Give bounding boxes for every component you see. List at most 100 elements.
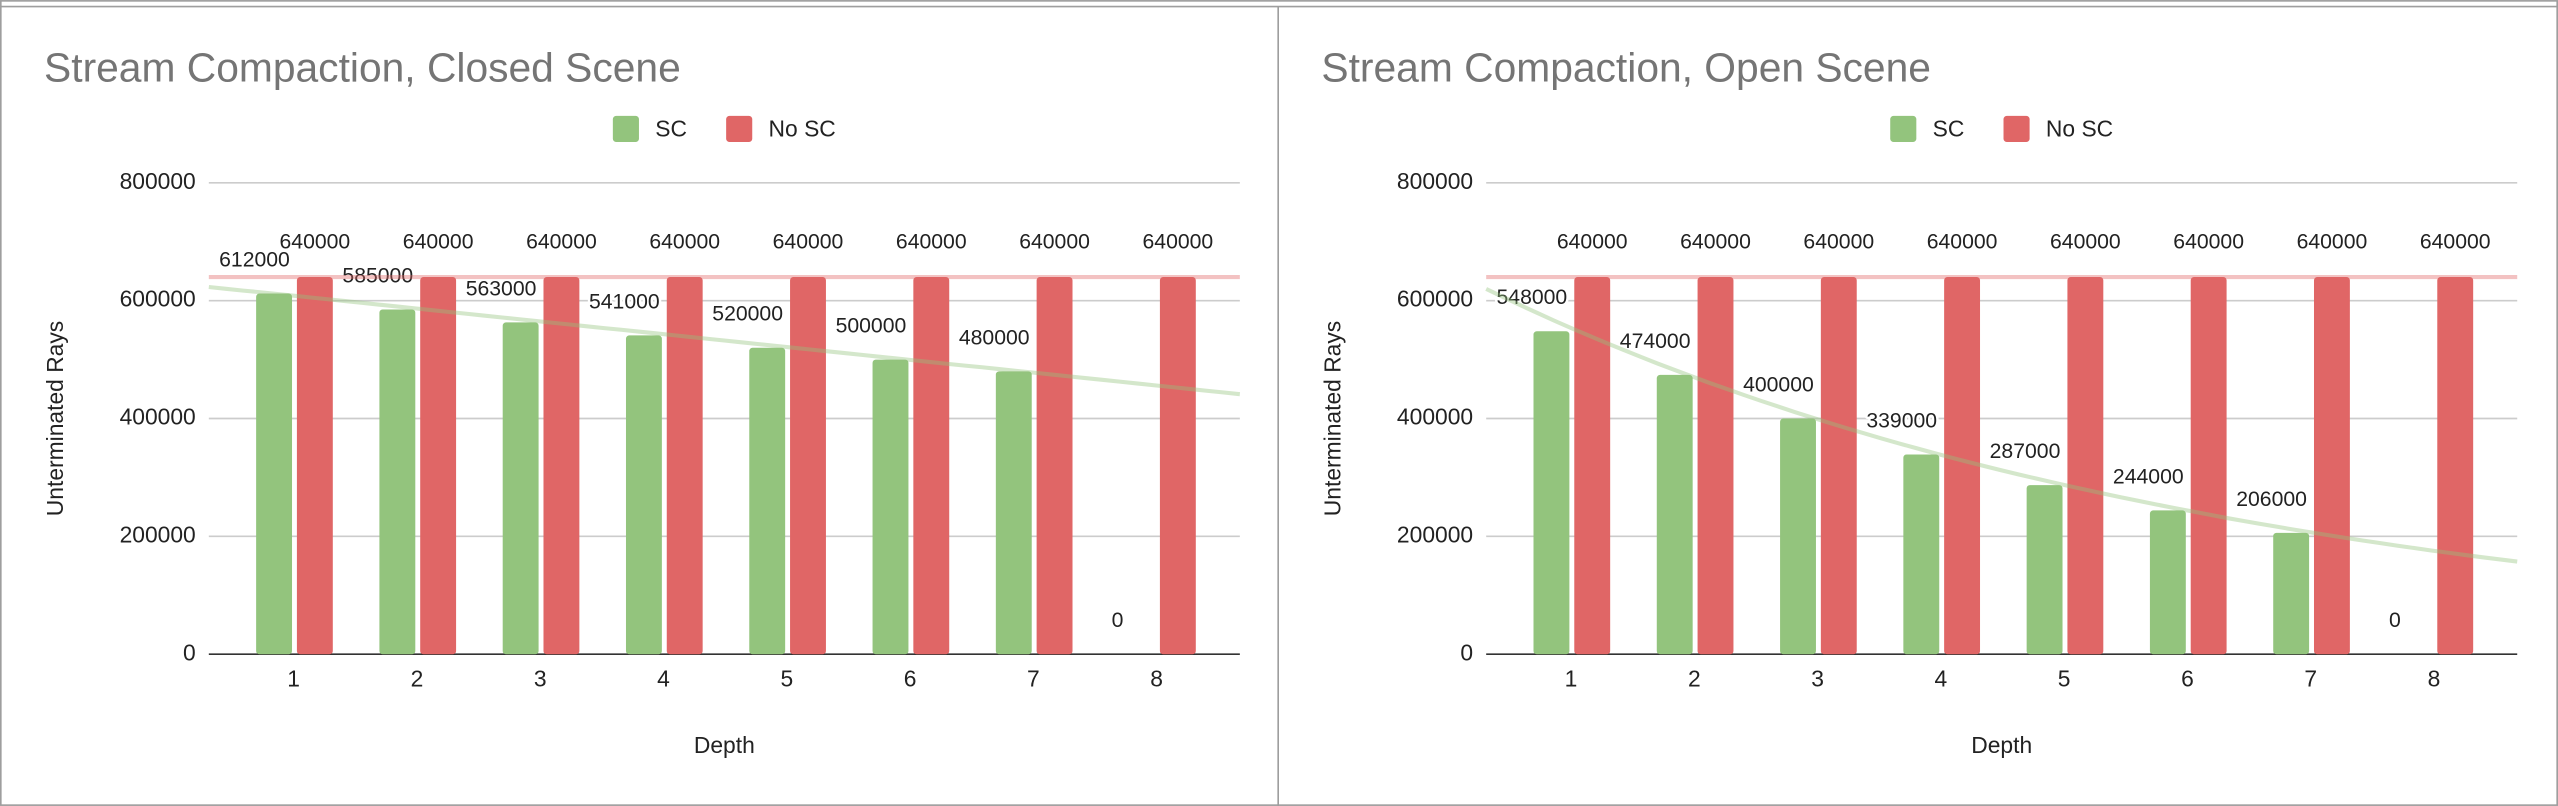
x-tick-label: 4 xyxy=(1935,665,1948,691)
x-tick-label: 3 xyxy=(534,665,547,691)
x-tick-label: 4 xyxy=(657,665,670,691)
legend-swatch xyxy=(726,115,753,142)
bar xyxy=(2190,277,2227,655)
bar xyxy=(256,293,293,655)
bar xyxy=(666,277,703,655)
value-label: 480000 xyxy=(959,326,1030,349)
value-label: 640000 xyxy=(2050,230,2121,253)
bar xyxy=(1533,331,1570,655)
bar xyxy=(913,277,950,655)
y-tick-label: 0 xyxy=(1460,639,1473,665)
bar xyxy=(1944,277,1981,655)
chart: Stream Compaction, Closed Scene Untermina… xyxy=(42,45,1241,758)
legend-swatch xyxy=(612,115,639,142)
y-tick-label: 400000 xyxy=(120,404,196,430)
x-tick-label: 1 xyxy=(1565,665,1578,691)
y-tick-label: 800000 xyxy=(1397,168,1473,194)
value-label: 640000 xyxy=(526,230,597,253)
legend-swatch xyxy=(2003,115,2030,142)
value-label: 640000 xyxy=(1927,230,1998,253)
x-tick-label: 6 xyxy=(2181,665,2194,691)
x-axis-label: Depth xyxy=(1971,732,2032,758)
value-label: 640000 xyxy=(1019,230,1090,253)
trendline xyxy=(1485,287,2518,564)
value-label: 585000 xyxy=(342,264,413,287)
bar xyxy=(1780,418,1816,655)
bar xyxy=(1574,277,1611,655)
legend: SC No SC xyxy=(1890,116,2113,142)
legend-label: SC xyxy=(655,116,687,142)
x-tick-label: 7 xyxy=(2304,665,2317,691)
legend-label: SC xyxy=(1933,116,1965,142)
chart: Stream Compaction, Open Scene Unterminate… xyxy=(1319,45,2518,758)
bar xyxy=(543,277,580,655)
value-label: 541000 xyxy=(589,290,660,313)
value-label: 548000 xyxy=(1497,286,1568,309)
bar xyxy=(1820,277,1857,655)
value-label: 0 xyxy=(2389,609,2401,632)
value-label: 640000 xyxy=(1557,230,1628,253)
y-tick-label: 200000 xyxy=(120,521,196,547)
bar xyxy=(625,335,662,655)
y-tick-label: 600000 xyxy=(120,286,196,312)
bar xyxy=(420,277,457,655)
value-label: 0 xyxy=(1112,609,1124,632)
value-label: 563000 xyxy=(466,277,537,300)
y-tick-label: 800000 xyxy=(120,168,196,194)
value-label: 640000 xyxy=(1680,230,1751,253)
x-tick-label: 3 xyxy=(1811,665,1824,691)
bar xyxy=(1697,277,1734,655)
bar xyxy=(1656,374,1693,655)
legend-swatch xyxy=(1890,115,1917,142)
x-tick-label: 5 xyxy=(2058,665,2071,691)
chart-title: Stream Compaction, Closed Scene xyxy=(44,45,681,91)
y-tick-label: 0 xyxy=(183,639,196,665)
value-label: 640000 xyxy=(896,230,967,253)
bar xyxy=(995,371,1032,655)
y-tick-label: 200000 xyxy=(1397,521,1473,547)
x-axis-label: Depth xyxy=(694,732,755,758)
bar xyxy=(2026,485,2063,655)
y-axis-label: Unterminated Rays xyxy=(1319,321,1345,516)
value-label: 474000 xyxy=(1620,330,1691,353)
x-tick-label: 1 xyxy=(287,665,300,691)
x-tick-label: 5 xyxy=(780,665,793,691)
value-label: 640000 xyxy=(2420,230,2491,253)
x-tick-label: 8 xyxy=(1150,665,1163,691)
value-label: 640000 xyxy=(773,230,844,253)
bar xyxy=(872,359,909,655)
bar xyxy=(379,309,416,655)
value-label: 339000 xyxy=(1866,409,1937,432)
bar xyxy=(2273,532,2310,655)
bar xyxy=(790,277,826,655)
bar xyxy=(749,347,786,655)
bar xyxy=(1159,277,1196,655)
value-label: 640000 xyxy=(2297,230,2368,253)
bar xyxy=(296,277,333,655)
bar xyxy=(1903,454,1940,655)
bar xyxy=(1036,277,1073,655)
y-axis-label: Unterminated Rays xyxy=(42,321,68,516)
x-tick-label: 2 xyxy=(1688,665,1701,691)
legend: SC No SC xyxy=(612,115,836,142)
bar xyxy=(502,322,539,655)
value-label: 640000 xyxy=(649,230,720,253)
value-label: 640000 xyxy=(1803,230,1874,253)
value-label: 500000 xyxy=(836,315,907,338)
bar xyxy=(2437,277,2474,655)
value-label: 520000 xyxy=(712,303,783,326)
legend-label: No SC xyxy=(2046,116,2113,142)
value-label: 640000 xyxy=(2173,230,2244,253)
value-label: 612000 xyxy=(219,249,290,272)
y-tick-label: 400000 xyxy=(1397,404,1473,430)
value-label: 400000 xyxy=(1743,373,1814,396)
legend-label: No SC xyxy=(769,116,836,142)
bar xyxy=(2067,277,2104,655)
value-label: 287000 xyxy=(1990,440,2061,463)
x-tick-label: 7 xyxy=(1027,665,1040,691)
value-label: 206000 xyxy=(2236,488,2307,511)
value-label: 640000 xyxy=(1143,230,1214,253)
value-label: 640000 xyxy=(403,230,474,253)
y-tick-label: 600000 xyxy=(1397,286,1473,312)
